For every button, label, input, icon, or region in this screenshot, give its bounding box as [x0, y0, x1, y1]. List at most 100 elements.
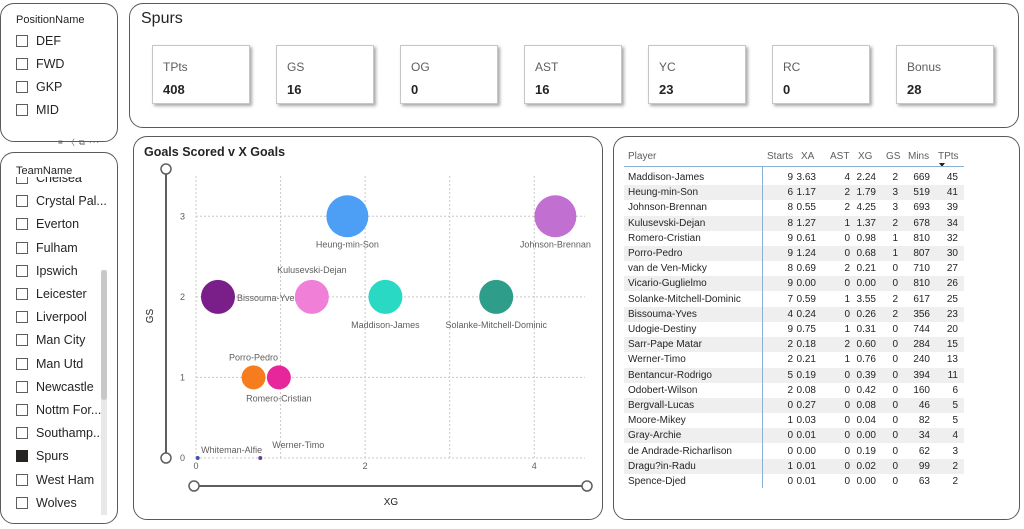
table-row[interactable]: Romero-Cristian 9 0.61 0 0.98 1 810 32 — [624, 231, 964, 246]
cell-starts: 2 — [787, 384, 793, 396]
y-zoom-handle-top[interactable] — [160, 163, 172, 175]
table-row[interactable]: Johnson-Brennan 8 0.55 2 4.25 3 693 39 — [624, 200, 964, 215]
team-option[interactable]: Leicester — [16, 286, 87, 302]
team-option[interactable]: Ipswich — [16, 263, 78, 279]
cell-ast: 0 — [844, 460, 850, 472]
column-header-mins[interactable]: Mins — [908, 151, 930, 162]
team-option[interactable]: Spurs — [16, 448, 69, 464]
table-row[interactable]: Solanke-Mitchell-Dominic 7 0.59 1 3.55 2 617 25 — [624, 292, 964, 307]
team-option[interactable]: Newcastle — [16, 379, 94, 395]
checkbox[interactable] — [16, 35, 28, 47]
table-row[interactable]: de Andrade-Richarlison 0 0.00 0 0.19 0 62 3 — [624, 444, 964, 459]
checkbox[interactable] — [16, 81, 28, 93]
checkbox[interactable] — [16, 404, 28, 416]
data-point[interactable] — [200, 279, 235, 314]
checkbox[interactable] — [16, 357, 28, 370]
checkbox[interactable] — [16, 334, 28, 347]
column-header-starts[interactable]: Starts — [767, 151, 794, 162]
scatter-chart[interactable]: 0 1 2 3 0 2 4 GS XG Heung-min-Son Johnson-Brennan B… — [133, 136, 603, 520]
table-row[interactable]: Heung-min-Son 6 1.17 2 1.79 3 519 41 — [624, 185, 964, 201]
table-row[interactable]: Bentancur-Rodrigo 5 0.19 0 0.39 0 394 11 — [624, 367, 964, 383]
checkbox[interactable] — [16, 311, 28, 324]
position-option-gkp[interactable]: GKP — [16, 79, 62, 95]
team-option[interactable]: Man Utd — [16, 356, 83, 372]
table-row[interactable]: Odobert-Wilson 2 0.08 0 0.42 0 160 6 — [624, 383, 964, 398]
cell-gs: 0 — [892, 460, 898, 472]
table-row[interactable]: Dragu?in-Radu 1 0.01 0 0.02 0 99 2 — [624, 458, 964, 474]
y-zoom-handle-bottom[interactable] — [160, 452, 172, 464]
checkbox[interactable] — [16, 218, 28, 231]
team-option[interactable]: Man City — [16, 332, 85, 348]
data-point[interactable] — [258, 456, 263, 460]
checkbox[interactable] — [16, 58, 28, 70]
team-option[interactable]: Crystal Pal... — [16, 193, 107, 209]
checkbox[interactable] — [16, 473, 28, 486]
table-row[interactable]: van de Ven-Micky 8 0.69 2 0.21 0 710 27 — [624, 261, 964, 276]
team-option[interactable]: Nottm For... — [16, 402, 101, 418]
position-option-mid[interactable]: MID — [16, 102, 59, 118]
data-point[interactable] — [266, 365, 291, 390]
team-option[interactable]: Wolves — [16, 495, 77, 511]
table-row[interactable]: Vicario-Guglielmo 9 0.00 0 0.00 0 810 26 — [624, 276, 964, 292]
sort-descending-icon[interactable] — [939, 163, 945, 167]
table-row[interactable]: Werner-Timo 2 0.21 1 0.76 0 240 13 — [624, 352, 964, 367]
data-point[interactable] — [368, 279, 403, 314]
table-row[interactable]: Maddison-James 9 3.63 4 2.24 2 669 45 — [624, 170, 964, 185]
table-row[interactable]: Spence-Djed 0 0.01 0 0.00 0 63 2 — [624, 474, 964, 489]
team-option[interactable]: Liverpool — [16, 309, 87, 325]
team-option[interactable]: West Ham — [16, 472, 94, 488]
team-option[interactable]: Fulham — [16, 240, 78, 256]
column-header-gs[interactable]: GS — [886, 151, 901, 162]
table-row[interactable]: Gray-Archie 0 0.01 0 0.00 0 34 4 — [624, 428, 964, 444]
table-row[interactable]: Kulusevski-Dejan 8 1.27 1 1.37 2 678 34 — [624, 215, 964, 231]
table-row[interactable]: Moore-Mikey 1 0.03 0 0.04 0 82 5 — [624, 413, 964, 428]
checkbox[interactable] — [16, 496, 28, 509]
cell-xa: 0.01 — [796, 476, 816, 487]
visual-header-icons[interactable]: ≡ 〈 ⧉ ··· — [58, 138, 101, 147]
table-row[interactable]: Bergvall-Lucas 0 0.27 0 0.08 0 46 5 — [624, 398, 964, 413]
column-header-player[interactable]: Player — [628, 151, 657, 162]
team-slicer-scroll-thumb[interactable] — [101, 270, 107, 400]
position-option-def[interactable]: DEF — [16, 33, 61, 49]
table-row[interactable]: Porro-Pedro 9 1.24 0 0.68 1 807 30 — [624, 246, 964, 261]
checkbox[interactable] — [16, 380, 28, 393]
checkbox[interactable] — [16, 241, 28, 254]
position-option-fwd[interactable]: FWD — [16, 56, 64, 72]
x-tick-label: 4 — [532, 461, 537, 471]
data-point[interactable] — [479, 279, 514, 314]
data-point[interactable] — [534, 195, 577, 238]
team-option[interactable]: Chelsea — [16, 177, 82, 186]
checkbox[interactable] — [16, 104, 28, 116]
checkbox[interactable] — [16, 195, 28, 208]
checkbox[interactable] — [16, 427, 28, 440]
column-header-xg[interactable]: XG — [858, 151, 873, 162]
checkbox[interactable] — [16, 264, 28, 277]
data-point[interactable] — [326, 195, 369, 238]
x-zoom-handle-left[interactable] — [188, 480, 200, 492]
checkbox[interactable] — [16, 288, 28, 300]
column-header-tpts[interactable]: TPts — [938, 151, 959, 162]
cell-starts: 2 — [787, 354, 793, 366]
cell-gs: 2 — [892, 308, 898, 320]
cell-ast: 0 — [844, 384, 850, 396]
cell-tpts: 2 — [952, 460, 958, 472]
column-header-ast[interactable]: AST — [830, 151, 850, 162]
team-option[interactable]: Everton — [16, 216, 79, 232]
data-point[interactable] — [294, 279, 329, 314]
cell-ast: 0 — [844, 308, 850, 320]
table-row[interactable]: Bissouma-Yves 4 0.24 0 0.26 2 356 23 — [624, 306, 964, 322]
cell-mins: 810 — [913, 232, 930, 244]
table-row[interactable]: Udogie-Destiny 9 0.75 1 0.31 0 744 20 — [624, 322, 964, 337]
team-slicer-list[interactable]: Chelsea Crystal Pal... Everton Fulham Ipswic… — [0, 177, 118, 517]
cell-ast: 0 — [844, 430, 850, 442]
checkbox[interactable] — [16, 450, 28, 463]
table-row[interactable]: Sarr-Pape Matar 2 0.18 2 0.60 0 284 15 — [624, 337, 964, 353]
data-point[interactable] — [195, 456, 200, 460]
x-zoom-handle-right[interactable] — [581, 480, 593, 492]
team-option[interactable]: Southamp... — [16, 425, 103, 441]
data-point[interactable] — [241, 365, 266, 390]
cell-player: Solanke-Mitchell-Dominic — [628, 293, 741, 305]
column-header-xa[interactable]: XA — [801, 151, 815, 162]
cell-xa: 0.03 — [796, 415, 816, 427]
checkbox[interactable] — [16, 177, 28, 184]
